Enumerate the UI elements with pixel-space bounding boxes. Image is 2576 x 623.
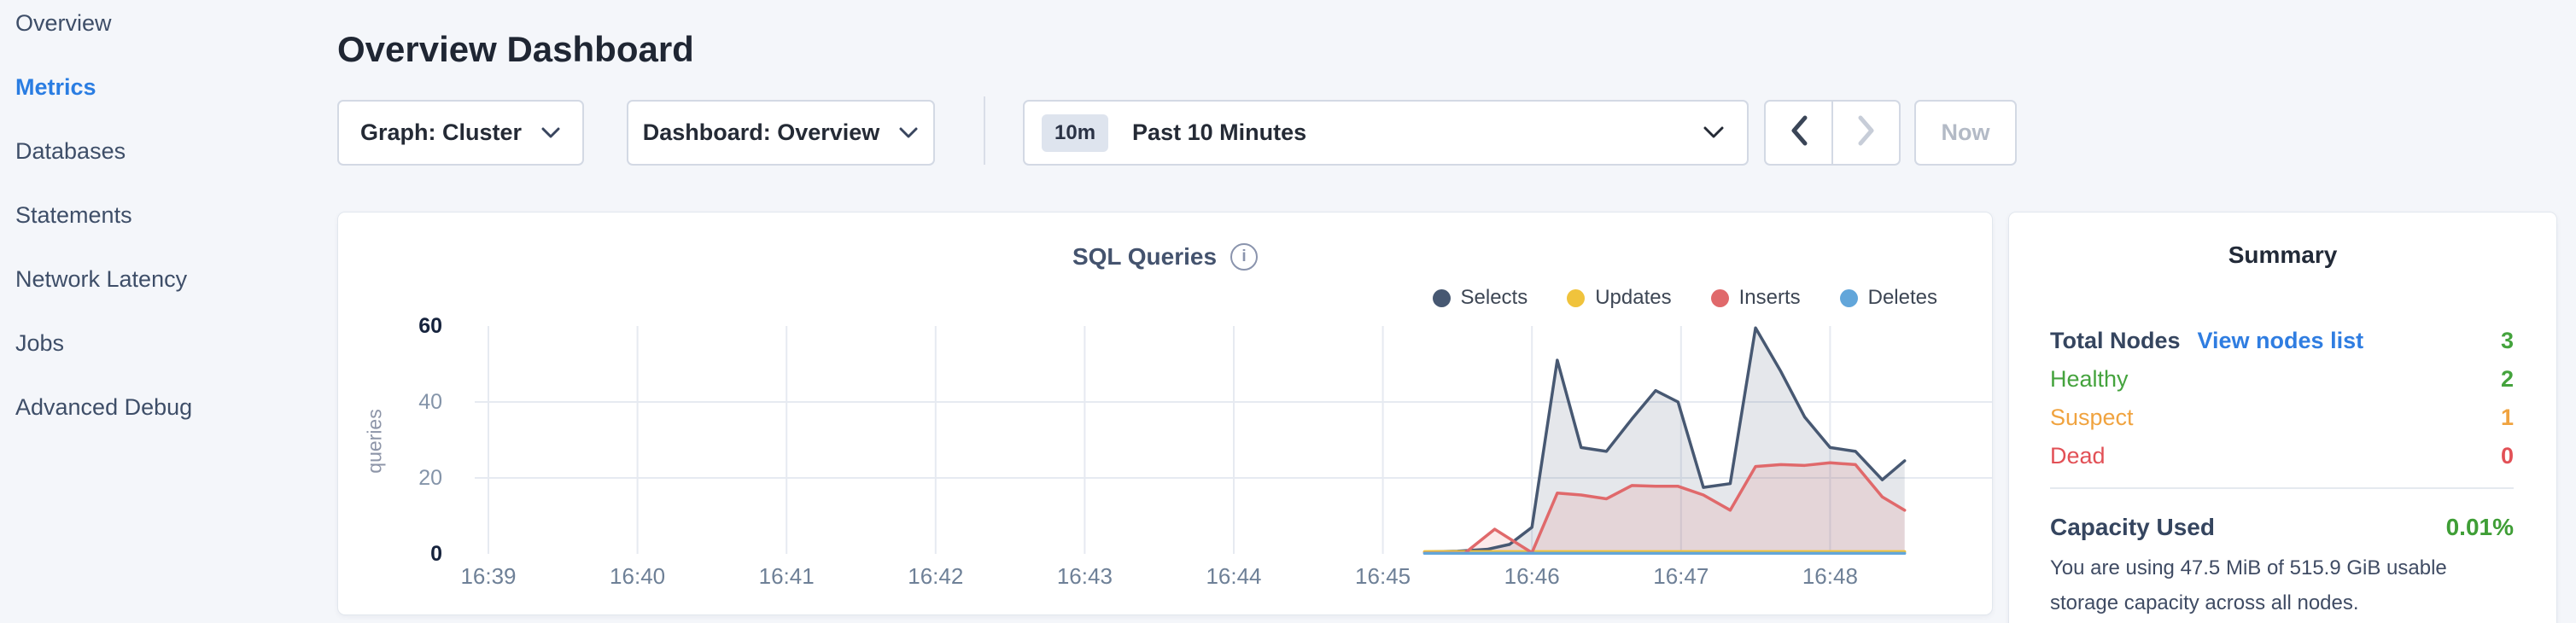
summary-panel: Summary Total Nodes View nodes list 3 Healt… bbox=[2008, 212, 2557, 623]
capacity-used-label: Capacity Used bbox=[2050, 514, 2215, 540]
summary-row-label: Dead bbox=[2050, 443, 2106, 469]
time-range-badge: 10m bbox=[1042, 114, 1109, 152]
summary-row-total-nodes: Total Nodes View nodes list 3 bbox=[2050, 322, 2514, 360]
now-button[interactable]: Now bbox=[1914, 100, 2017, 166]
summary-row-value: 3 bbox=[2500, 328, 2514, 353]
graph-dropdown[interactable]: Graph: Cluster bbox=[337, 100, 584, 166]
x-tick-label: 16:45 bbox=[1355, 563, 1411, 589]
summary-row-label: Healthy bbox=[2050, 366, 2129, 392]
sql-queries-chart-card: SQL Queries i Selects Updates Inserts Delet… bbox=[337, 212, 1993, 615]
x-tick-label: 16:48 bbox=[1802, 563, 1858, 589]
chevron-left-icon bbox=[1790, 115, 1808, 150]
chevron-down-icon bbox=[898, 127, 919, 139]
page-title: Overview Dashboard bbox=[337, 29, 694, 70]
y-tick-label: 60 bbox=[418, 314, 442, 338]
time-range-selector[interactable]: 10m Past 10 Minutes bbox=[1023, 100, 1749, 166]
sidebar-item-advanced-debug[interactable]: Advanced Debug bbox=[15, 394, 193, 420]
series-area-selects bbox=[1424, 328, 1905, 554]
time-range-label: Past 10 Minutes bbox=[1132, 119, 1307, 145]
x-tick-label: 16:47 bbox=[1653, 563, 1709, 589]
legend-label: Inserts bbox=[1738, 286, 1801, 309]
next-interval-button[interactable] bbox=[1833, 102, 1899, 164]
y-tick-label: 0 bbox=[430, 542, 442, 566]
summary-row-label: Suspect bbox=[2050, 405, 2134, 430]
x-tick-label: 16:44 bbox=[1206, 563, 1262, 589]
previous-interval-button[interactable] bbox=[1766, 102, 1833, 164]
dashboard-dropdown-label: Dashboard: Overview bbox=[642, 119, 880, 145]
legend-dot-icon bbox=[1567, 288, 1586, 307]
legend-dot-icon bbox=[1839, 288, 1858, 307]
sidebar-item-metrics[interactable]: Metrics bbox=[15, 74, 96, 100]
legend-label: Deletes bbox=[1867, 286, 1937, 309]
sidebar-item-overview[interactable]: Overview bbox=[15, 10, 112, 36]
chevron-right-icon bbox=[1857, 115, 1876, 150]
capacity-used-value: 0.01% bbox=[2445, 514, 2514, 540]
sidebar-item-databases[interactable]: Databases bbox=[15, 138, 126, 164]
controls-divider bbox=[984, 96, 985, 165]
legend-label: Updates bbox=[1595, 286, 1672, 309]
chevron-down-icon bbox=[540, 127, 561, 139]
summary-row-value: 2 bbox=[2500, 366, 2514, 392]
sidebar-item-network-latency[interactable]: Network Latency bbox=[15, 266, 188, 292]
info-icon[interactable]: i bbox=[1230, 243, 1259, 271]
sidebar-nav: Overview Metrics Databases Statements Networ… bbox=[0, 0, 324, 440]
summary-row-suspect: Suspect 1 bbox=[2050, 399, 2514, 437]
legend-dot-icon bbox=[1710, 288, 1729, 307]
summary-divider bbox=[2050, 487, 2514, 489]
summary-row-healthy: Healthy 2 bbox=[2050, 360, 2514, 399]
y-tick-label: 20 bbox=[418, 466, 442, 490]
view-nodes-list-link[interactable]: View nodes list bbox=[2197, 328, 2364, 353]
dashboard-dropdown[interactable]: Dashboard: Overview bbox=[627, 100, 935, 166]
x-tick-label: 16:40 bbox=[610, 563, 666, 589]
legend-dot-icon bbox=[1432, 288, 1451, 307]
sql-queries-plot[interactable] bbox=[475, 326, 1992, 555]
legend-item-updates: Updates bbox=[1567, 286, 1672, 310]
sidebar-item-jobs[interactable]: Jobs bbox=[15, 330, 65, 356]
x-tick-label: 16:46 bbox=[1504, 563, 1560, 589]
legend-label: Selects bbox=[1460, 286, 1528, 309]
x-tick-label: 16:39 bbox=[460, 563, 517, 589]
x-tick-label: 16:41 bbox=[758, 563, 815, 589]
summary-row-label: Total Nodes bbox=[2050, 328, 2181, 353]
graph-dropdown-label: Graph: Cluster bbox=[359, 119, 523, 145]
sidebar-item-statements[interactable]: Statements bbox=[15, 202, 132, 228]
legend-item-inserts: Inserts bbox=[1710, 286, 1801, 310]
summary-row-value: 1 bbox=[2500, 405, 2514, 430]
legend-item-selects: Selects bbox=[1432, 286, 1528, 310]
chart-title: SQL Queries bbox=[1072, 243, 1218, 270]
y-axis-label: queries bbox=[363, 409, 386, 474]
chart-legend: Selects Updates Inserts Deletes bbox=[1432, 286, 1937, 310]
summary-title: Summary bbox=[2228, 242, 2338, 268]
summary-row-dead: Dead 0 bbox=[2050, 437, 2514, 475]
chevron-down-icon bbox=[1703, 126, 1725, 139]
x-tick-label: 16:42 bbox=[908, 563, 964, 589]
series-area-inserts bbox=[1424, 463, 1905, 554]
time-step-buttons bbox=[1764, 100, 1901, 166]
y-tick-label: 40 bbox=[418, 390, 442, 414]
x-tick-label: 16:43 bbox=[1056, 563, 1113, 589]
summary-row-value: 0 bbox=[2500, 443, 2514, 469]
legend-item-deletes: Deletes bbox=[1839, 286, 1937, 310]
capacity-description: You are using 47.5 MiB of 515.9 GiB usab… bbox=[2050, 556, 2447, 614]
